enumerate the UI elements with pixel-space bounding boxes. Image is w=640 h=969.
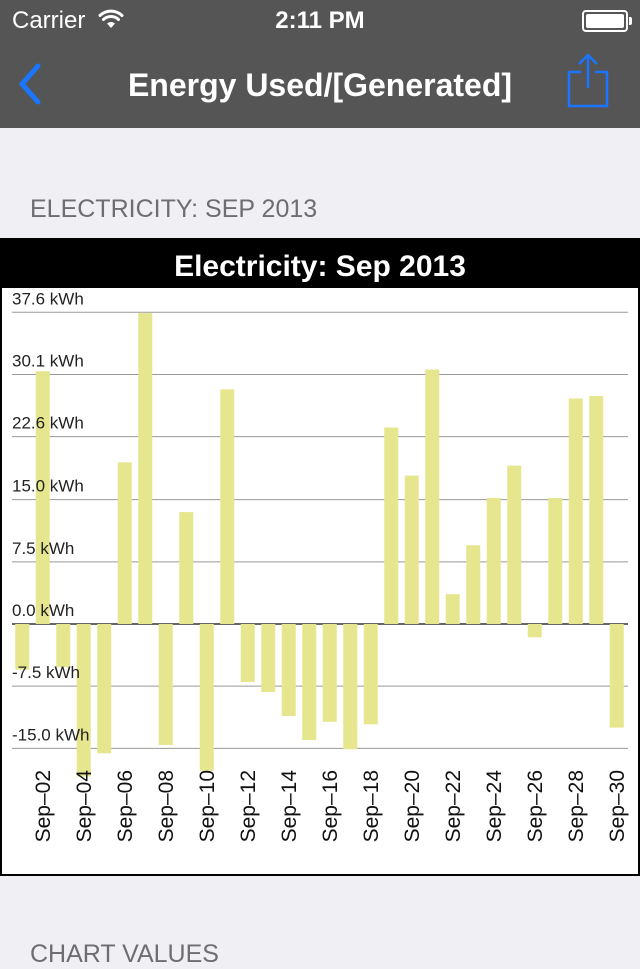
bar [343, 624, 358, 750]
x-tick-label: Sep–10 [196, 770, 219, 842]
x-tick-label: Sep–12 [237, 770, 260, 842]
bar [76, 624, 91, 777]
x-tick-label: Sep–24 [483, 770, 506, 843]
bar [568, 398, 583, 624]
bar [158, 624, 173, 746]
chart-frame: Electricity: Sep 2013 -15.0 kWh -7.5 kWh 0… [0, 238, 640, 876]
section-header-chart-values: CHART VALUES [30, 940, 219, 968]
bar [363, 624, 378, 725]
y-tick-label: 0.0 kWh [12, 601, 74, 620]
bar [220, 389, 235, 624]
bar [15, 624, 30, 670]
wifi-icon [98, 9, 124, 28]
bar [322, 624, 337, 722]
bar-chart: -15.0 kWh -7.5 kWh 0.0 kWh 7.5 kWh 15.0 kWh 2… [12, 289, 629, 843]
x-tick-label: Sep–22 [442, 770, 465, 842]
bar [179, 512, 194, 624]
y-tick-label: 15.0 kWh [12, 477, 84, 496]
y-tick-label: 37.6 kWh [12, 289, 84, 308]
bar [138, 313, 153, 624]
y-tick-label: 22.6 kWh [12, 414, 84, 433]
bar [609, 624, 624, 728]
bar [302, 624, 317, 741]
bar [589, 396, 604, 624]
y-tick-label: -15.0 kWh [12, 725, 89, 744]
status-time: 2:11 PM [275, 7, 365, 34]
y-tick-label: 7.5 kWh [12, 539, 74, 558]
bar [466, 545, 481, 624]
chart-title: Electricity: Sep 2013 [174, 250, 466, 283]
x-tick-label: Sep–30 [606, 770, 629, 842]
section-header-electricity: ELECTRICITY: SEP 2013 [30, 195, 318, 223]
bar [35, 371, 50, 624]
share-icon[interactable] [566, 52, 610, 112]
x-tick-label: Sep–18 [360, 770, 383, 842]
bar [507, 465, 522, 624]
x-tick-label: Sep–06 [114, 770, 137, 842]
bar [425, 369, 440, 624]
navigation-bar: Energy Used/[Generated] [0, 40, 640, 128]
nav-title: Energy Used/[Generated] [127, 67, 513, 103]
bar [404, 475, 419, 624]
bar [486, 497, 501, 624]
x-tick-label: Sep–14 [278, 770, 301, 843]
x-tick-label: Sep–08 [155, 770, 178, 842]
bar [97, 624, 112, 754]
bar [261, 624, 276, 692]
back-chevron-icon[interactable] [14, 62, 50, 106]
y-tick-label: -7.5 kWh [12, 663, 80, 682]
x-tick-label: Sep–04 [73, 770, 96, 843]
battery-icon [582, 10, 632, 32]
x-tick-label: Sep–26 [524, 770, 547, 842]
bar [445, 594, 460, 624]
bar [199, 624, 214, 771]
status-bar: Carrier 2:11 PM [0, 0, 640, 40]
bar [527, 624, 542, 638]
bar [281, 624, 296, 717]
carrier-label: Carrier [12, 7, 86, 34]
bar [117, 462, 132, 624]
bar [384, 427, 399, 624]
x-tick-label: Sep–28 [565, 770, 588, 842]
y-tick-label: 30.1 kWh [12, 351, 84, 370]
x-tick-label: Sep–20 [401, 770, 424, 842]
bar [56, 624, 71, 668]
bar [548, 497, 563, 624]
bar [240, 624, 255, 683]
chart-plot: -15.0 kWh -7.5 kWh 0.0 kWh 7.5 kWh 15.0 kWh 2… [2, 288, 638, 874]
x-tick-label: Sep–16 [319, 770, 342, 842]
x-tick-label: Sep–02 [32, 770, 55, 842]
